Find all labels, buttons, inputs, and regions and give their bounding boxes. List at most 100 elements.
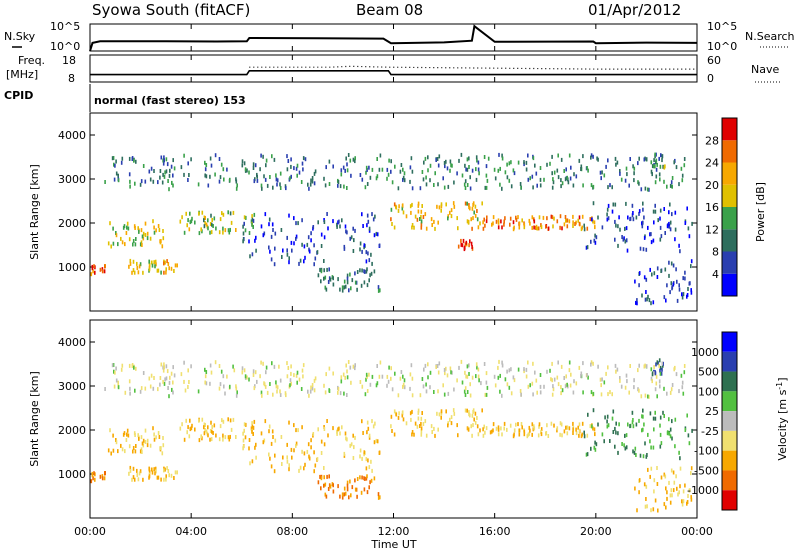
data-point <box>578 365 581 370</box>
x-tick-label: 00:00 <box>681 525 713 538</box>
data-point <box>482 433 485 438</box>
data-point <box>464 408 467 413</box>
data-point <box>339 224 341 229</box>
data-point <box>497 427 500 432</box>
data-point <box>632 217 635 222</box>
data-point <box>230 427 233 432</box>
data-point <box>659 423 661 428</box>
data-point <box>592 361 594 366</box>
data-point <box>94 270 96 275</box>
data-point <box>190 426 193 431</box>
data-point <box>381 374 384 379</box>
data-point <box>512 168 515 173</box>
data-point <box>687 287 689 291</box>
data-point <box>324 492 327 497</box>
data-point <box>317 480 320 485</box>
data-point <box>197 182 200 187</box>
data-point <box>504 170 507 175</box>
data-point <box>512 375 515 380</box>
data-point <box>349 443 351 448</box>
data-point <box>304 255 306 260</box>
data-point <box>675 267 677 272</box>
data-point <box>187 178 189 182</box>
data-point <box>683 370 686 375</box>
data-point <box>159 382 161 387</box>
data-point <box>659 216 661 221</box>
data-point <box>529 428 531 433</box>
velocity-colorbar-segment <box>722 490 737 510</box>
data-point <box>669 183 672 188</box>
data-point <box>255 248 257 253</box>
data-point <box>666 431 669 436</box>
data-point <box>485 371 488 376</box>
data-point <box>654 498 657 503</box>
data-point <box>632 164 634 169</box>
data-point <box>356 270 359 274</box>
freq-left-tick-bottom: 8 <box>68 72 75 85</box>
data-point <box>153 432 155 437</box>
data-point <box>162 379 164 384</box>
data-point <box>429 163 432 168</box>
data-point <box>144 428 147 433</box>
data-point <box>659 237 662 242</box>
data-point <box>163 362 165 367</box>
data-point <box>144 386 147 391</box>
data-point <box>424 363 427 368</box>
data-point <box>198 418 200 423</box>
data-point <box>660 371 663 376</box>
data-point <box>402 384 404 389</box>
data-point <box>653 271 656 276</box>
data-point <box>601 377 603 382</box>
data-point <box>487 156 490 161</box>
data-point <box>421 411 423 415</box>
data-point <box>166 369 169 374</box>
data-point <box>135 366 137 371</box>
data-point <box>658 172 661 177</box>
data-point <box>295 441 298 446</box>
data-point <box>458 365 460 370</box>
data-point <box>518 428 521 433</box>
data-point <box>340 172 343 177</box>
data-point <box>327 280 330 284</box>
data-point <box>654 387 657 392</box>
data-point <box>632 449 634 454</box>
data-point <box>629 424 631 429</box>
data-point <box>227 228 230 233</box>
data-point <box>276 178 279 183</box>
data-point <box>186 223 188 228</box>
data-point <box>121 156 124 161</box>
data-point <box>438 154 441 159</box>
data-point <box>634 279 636 284</box>
data-point <box>308 186 310 191</box>
data-point <box>134 226 136 230</box>
data-point <box>633 178 635 183</box>
data-point <box>583 434 586 439</box>
data-point <box>477 167 480 172</box>
data-point <box>417 203 420 208</box>
data-point <box>148 376 151 381</box>
data-point <box>417 416 420 421</box>
data-point <box>249 254 251 259</box>
data-point <box>128 444 131 449</box>
data-point <box>689 488 691 493</box>
data-point <box>187 425 189 430</box>
data-point <box>427 375 429 380</box>
data-point <box>651 272 653 277</box>
data-point <box>290 381 292 386</box>
data-point <box>638 418 640 423</box>
data-point <box>352 249 355 253</box>
data-point <box>207 425 209 430</box>
data-point <box>646 504 648 509</box>
data-point <box>313 450 315 455</box>
data-point <box>447 391 450 396</box>
data-point <box>639 246 642 251</box>
data-point <box>390 169 392 174</box>
data-point <box>484 223 486 228</box>
data-point <box>411 186 414 191</box>
data-point <box>601 225 604 230</box>
data-point <box>353 238 355 243</box>
data-point <box>649 411 652 416</box>
data-point <box>465 240 468 245</box>
data-point <box>117 178 120 183</box>
data-point <box>663 472 666 477</box>
